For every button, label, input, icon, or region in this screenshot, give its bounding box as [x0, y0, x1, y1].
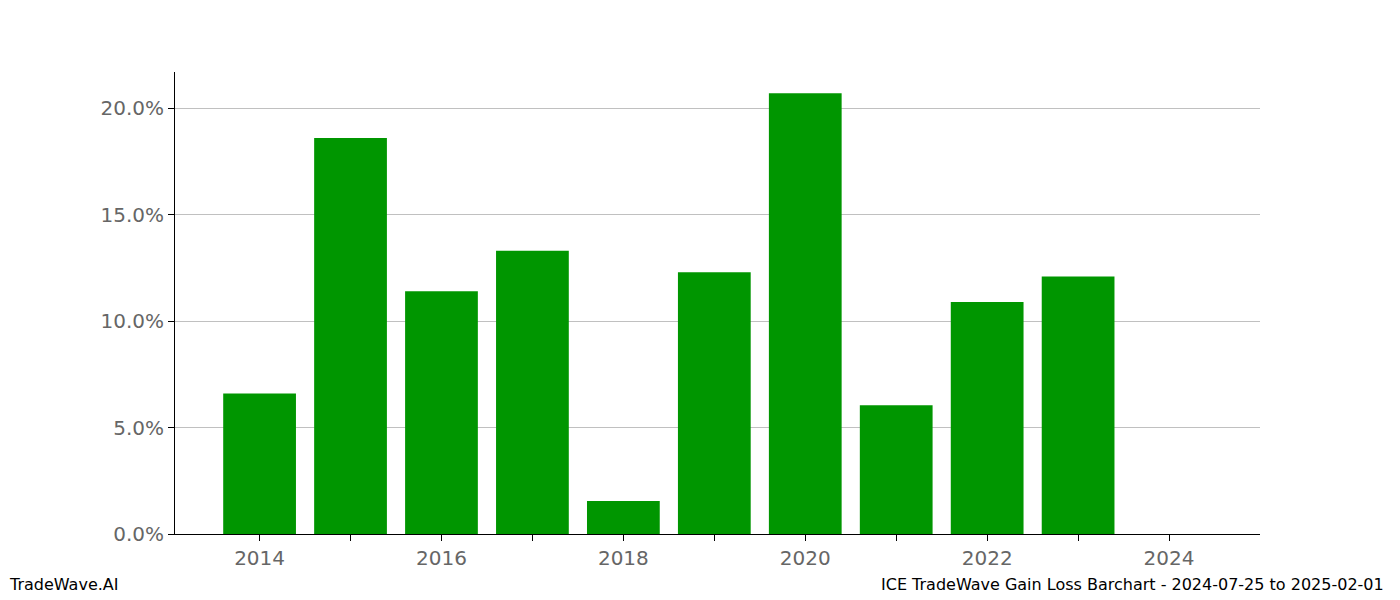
svg-text:5.0%: 5.0% [113, 416, 164, 440]
svg-text:2014: 2014 [234, 546, 285, 570]
svg-text:10.0%: 10.0% [100, 309, 164, 333]
svg-text:20.0%: 20.0% [100, 96, 164, 120]
svg-text:15.0%: 15.0% [100, 203, 164, 227]
svg-text:TradeWave.AI: TradeWave.AI [9, 575, 118, 594]
svg-text:0.0%: 0.0% [113, 522, 164, 546]
svg-text:ICE TradeWave Gain Loss Barcha: ICE TradeWave Gain Loss Barchart - 2024-… [881, 575, 1384, 594]
svg-text:2020: 2020 [780, 546, 831, 570]
svg-text:2018: 2018 [598, 546, 649, 570]
svg-text:2022: 2022 [962, 546, 1013, 570]
svg-text:2024: 2024 [1144, 546, 1195, 570]
svg-text:2016: 2016 [416, 546, 467, 570]
